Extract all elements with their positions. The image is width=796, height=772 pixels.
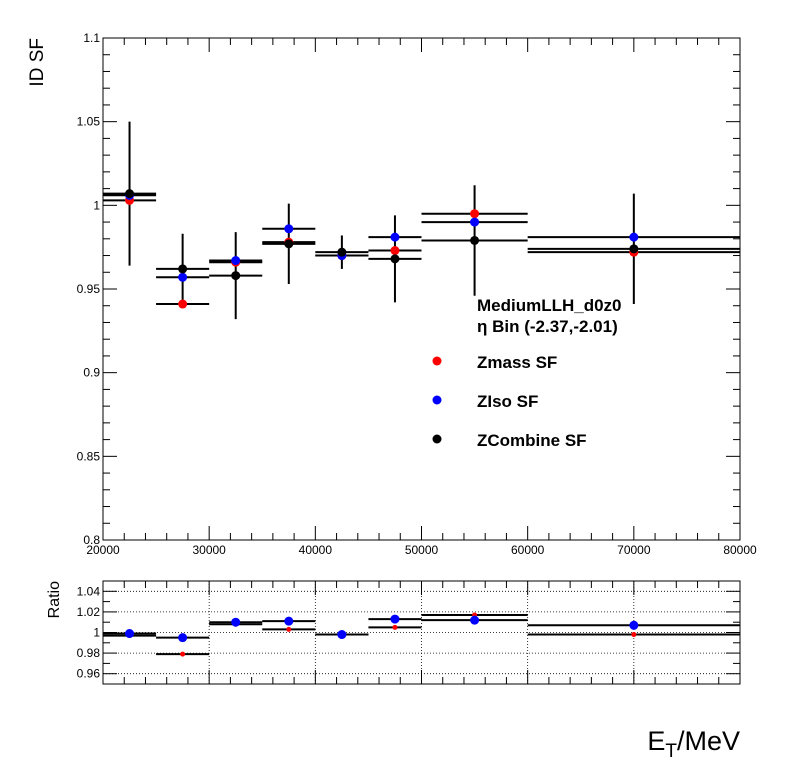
- main-y-tick-label: 0.95: [77, 282, 101, 296]
- main-x-tick-label: 20000: [86, 543, 120, 557]
- ratio-marker-zmass-ratio: [286, 626, 292, 632]
- ratio-marker-zmass-ratio: [631, 632, 637, 638]
- main-marker-zcombine-sf: [284, 239, 294, 249]
- main-marker-zmass-sf: [390, 246, 400, 256]
- ratio-y-tick-label: 1: [93, 626, 100, 640]
- main-tick-labels: 20000 30000 40000 50000 60000 70000 80000 0.8 0.…: [77, 31, 757, 557]
- legend: MediumLLH_d0z0 η Bin (-2.37,-2.01) Zmass…: [432, 296, 622, 450]
- main-marker-ziso-sf: [470, 217, 480, 227]
- ratio-marker-ziso-ratio: [125, 629, 135, 639]
- ratio-marker-zmass-ratio: [180, 651, 186, 657]
- legend-label-zcombine: ZCombine SF: [477, 431, 587, 450]
- main-marker-ziso-sf: [390, 232, 400, 242]
- ratio-y-tick-label: 0.98: [77, 646, 101, 660]
- ratio-marker-ziso-ratio: [231, 617, 241, 627]
- ratio-frame: [102, 580, 741, 685]
- main-y-tick-label: 1: [93, 198, 100, 212]
- main-marker-zcombine-sf: [390, 254, 400, 264]
- legend-label-ziso: ZIso SF: [477, 392, 538, 411]
- main-data: [103, 121, 740, 320]
- ratio-marker-ziso-ratio: [470, 615, 480, 625]
- x-axis-title-main: E: [647, 726, 665, 756]
- main-x-tick-label: 50000: [405, 543, 439, 557]
- ratio-marker-ziso-ratio: [178, 633, 188, 643]
- main-marker-ziso-sf: [629, 232, 639, 242]
- main-x-tick-label: 40000: [299, 543, 333, 557]
- legend-marker-ziso: [432, 395, 442, 405]
- legend-annotation-eta-bin: η Bin (-2.37,-2.01): [477, 317, 618, 336]
- ratio-y-tick-label: 1.02: [77, 605, 101, 619]
- main-y-tick-label: 1.1: [83, 31, 100, 45]
- main-y-tick-label: 0.8: [83, 533, 100, 547]
- main-marker-zcombine-sf: [337, 247, 347, 257]
- ratio-data: [103, 612, 740, 657]
- main-marker-zcombine-sf: [470, 235, 480, 245]
- ratio-marker-zmass-ratio: [392, 624, 398, 630]
- ratio-marker-ziso-ratio: [390, 614, 400, 624]
- y-axis-title: ID SF: [27, 38, 48, 87]
- ratio-y-tick-label: 1.04: [77, 584, 101, 598]
- main-marker-zcombine-sf: [629, 244, 639, 254]
- main-x-tick-label: 70000: [617, 543, 651, 557]
- main-y-tick-label: 1.05: [77, 115, 101, 129]
- ratio-marker-ziso-ratio: [284, 616, 294, 626]
- main-x-tick-label: 30000: [192, 543, 226, 557]
- ratio-marker-ziso-ratio: [629, 620, 639, 630]
- main-frame: [102, 37, 741, 541]
- x-axis-title-unit: /MeV: [677, 726, 740, 756]
- ratio-ticks: [102, 580, 741, 685]
- main-marker-zcombine-sf: [178, 264, 188, 274]
- ratio-y-tick-label: 0.96: [77, 667, 101, 681]
- legend-annotation-selection: MediumLLH_d0z0: [477, 296, 622, 315]
- main-x-tick-label: 80000: [723, 543, 757, 557]
- main-marker-zmass-sf: [178, 299, 188, 309]
- main-y-tick-label: 0.85: [77, 449, 101, 463]
- ratio-y-axis-title: Ratio: [46, 581, 63, 618]
- main-marker-ziso-sf: [284, 224, 294, 234]
- ratio-tick-labels: 0.96 0.98 1 1.02 1.04: [77, 584, 101, 680]
- main-x-tick-label: 60000: [511, 543, 545, 557]
- main-marker-zmass-sf: [470, 209, 480, 219]
- main-y-tick-label: 0.9: [83, 366, 100, 380]
- main-marker-zcombine-sf: [125, 189, 135, 199]
- ratio-marker-ziso-ratio: [337, 630, 347, 640]
- x-axis-title: ET/MeV: [647, 726, 740, 762]
- legend-marker-zmass: [432, 356, 442, 366]
- main-marker-zcombine-sf: [231, 271, 241, 281]
- main-panel: 20000 30000 40000 50000 60000 70000 80000 0.8 0.…: [27, 31, 757, 557]
- legend-label-zmass: Zmass SF: [477, 353, 557, 372]
- main-marker-ziso-sf: [231, 256, 241, 266]
- x-axis-title-subscript: T: [665, 741, 677, 762]
- legend-marker-zcombine: [432, 434, 442, 444]
- main-marker-ziso-sf: [178, 272, 188, 282]
- ratio-panel: 0.96 0.98 1 1.02 1.04 Ratio: [46, 580, 741, 685]
